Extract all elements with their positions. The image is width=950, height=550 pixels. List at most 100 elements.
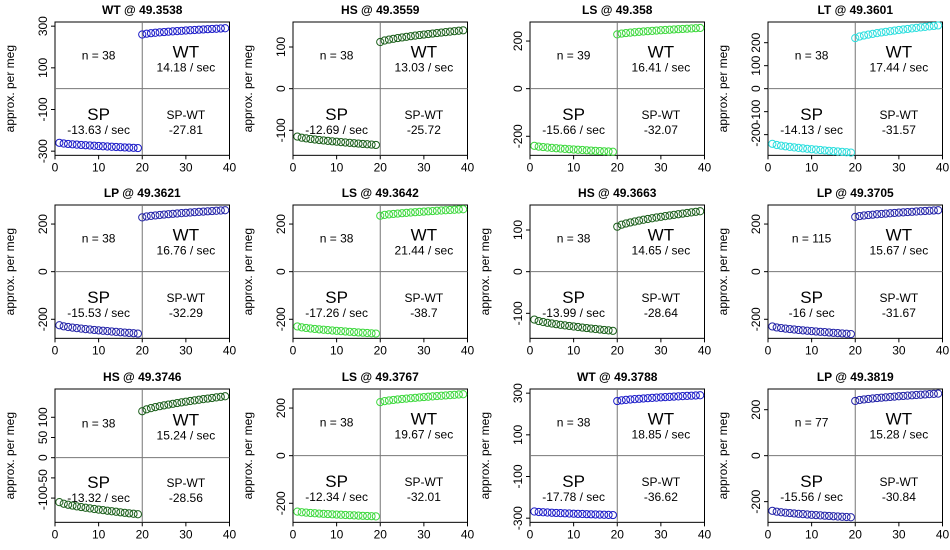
sp-data-point: [55, 321, 64, 330]
x-tick-label: 0: [527, 527, 534, 541]
wt-data-point: [682, 391, 692, 400]
sp-data-point: [569, 509, 578, 518]
wt-data-point: [410, 208, 419, 217]
wt-data-point: [190, 395, 199, 405]
wt-data-point: [687, 24, 696, 33]
sp-data-point: [327, 137, 336, 146]
wt-data-point: [151, 402, 160, 411]
x-tick-label: 30: [654, 527, 668, 541]
sp-data-point: [530, 141, 539, 150]
sp-data-point: [798, 326, 807, 335]
wt-data-point: [419, 30, 428, 39]
x-tick-label: 10: [804, 160, 818, 174]
wt-rate-label: 15.24 / sec: [157, 428, 216, 442]
wt-data-point: [903, 208, 912, 217]
x-tick-label: 20: [848, 344, 862, 358]
wt-data-point: [164, 210, 173, 219]
spwt-label: SP-WT: [879, 291, 918, 305]
y-tick-label: -300: [511, 505, 525, 529]
sp-data-point: [353, 511, 363, 520]
sp-data-point: [120, 143, 129, 152]
sp-data-point: [538, 507, 548, 517]
wt-data-point: [146, 403, 156, 412]
wt-data-point: [920, 389, 929, 399]
sp-data-point: [789, 143, 798, 152]
x-tick-label: 30: [179, 344, 193, 358]
y-tick-label: 0: [274, 268, 288, 275]
wt-data-point: [428, 391, 437, 401]
sp-data-point: [802, 326, 811, 336]
wt-data-point: [621, 219, 631, 228]
y-axis-label: approx. per meg: [241, 228, 255, 315]
x-tick-label: 30: [417, 160, 431, 174]
wt-data-point: [186, 26, 195, 35]
wt-data-point: [454, 26, 463, 35]
wt-data-point: [159, 210, 169, 220]
sp-data-point: [366, 511, 376, 520]
x-tick-label: 20: [373, 160, 387, 174]
wt-data-point: [423, 29, 432, 39]
spwt-value-label: -28.64: [644, 306, 678, 320]
x-tick-label: 0: [764, 160, 771, 174]
sp-data-point: [332, 327, 341, 336]
wt-data-point: [194, 25, 204, 34]
y-axis-label: approx. per meg: [241, 412, 255, 499]
wt-data-point: [661, 392, 670, 401]
x-tick-label: 20: [611, 527, 625, 541]
x-tick-label: 40: [935, 160, 949, 174]
sp-data-point: [820, 328, 829, 337]
wt-data-point: [621, 395, 631, 404]
wt-data-point: [181, 209, 190, 218]
wt-data-point: [401, 32, 411, 41]
spwt-value-label: -31.67: [881, 306, 915, 320]
wt-data-point: [216, 392, 225, 401]
sp-data-point: [292, 132, 301, 141]
wt-data-point: [186, 208, 195, 217]
sp-data-point: [560, 144, 570, 153]
wt-data-point: [181, 397, 190, 406]
sp-label: SP: [325, 105, 348, 124]
wt-data-point: [691, 24, 700, 33]
sp-label: SP: [325, 288, 348, 307]
sp-data-point: [103, 506, 112, 515]
spwt-value-label: -30.84: [881, 490, 915, 504]
sp-data-point: [828, 329, 838, 338]
sp-data-point: [353, 139, 363, 148]
wt-data-point: [151, 211, 160, 220]
chart-title: WT @ 49.3538: [102, 3, 183, 17]
sp-data-point: [125, 329, 134, 338]
wt-data-point: [384, 210, 393, 219]
wt-data-point: [613, 222, 622, 232]
sp-data-point: [547, 508, 556, 517]
wt-data-point: [876, 210, 886, 219]
sp-data-point: [305, 134, 315, 144]
sp-data-point: [323, 326, 332, 335]
n-count-label: n = 38: [557, 232, 591, 246]
sp-data-point: [828, 511, 838, 520]
wt-data-point: [907, 390, 916, 400]
wt-data-point: [903, 24, 912, 34]
sp-data-point: [785, 508, 794, 517]
chart-title: HS @ 49.3559: [341, 3, 420, 17]
y-tick-label: 100: [274, 37, 288, 57]
wt-data-point: [388, 34, 397, 43]
wt-data-point: [687, 208, 696, 217]
wt-data-point: [665, 211, 674, 220]
y-tick-label: 100: [36, 407, 50, 427]
wt-label: WT: [885, 409, 911, 428]
sp-data-point: [802, 144, 811, 153]
wt-data-point: [449, 390, 459, 399]
wt-data-point: [186, 396, 195, 405]
sp-data-point: [103, 142, 112, 151]
wt-data-point: [678, 24, 687, 34]
wt-data-point: [885, 392, 894, 401]
sp-data-point: [125, 508, 134, 518]
wt-data-point: [384, 396, 393, 405]
sp-data-point: [358, 328, 367, 338]
sp-data-point: [72, 324, 81, 333]
wt-data-point: [924, 206, 934, 216]
x-tick-label: 10: [329, 344, 343, 358]
wt-data-point: [916, 207, 925, 216]
sp-data-point: [608, 327, 617, 336]
